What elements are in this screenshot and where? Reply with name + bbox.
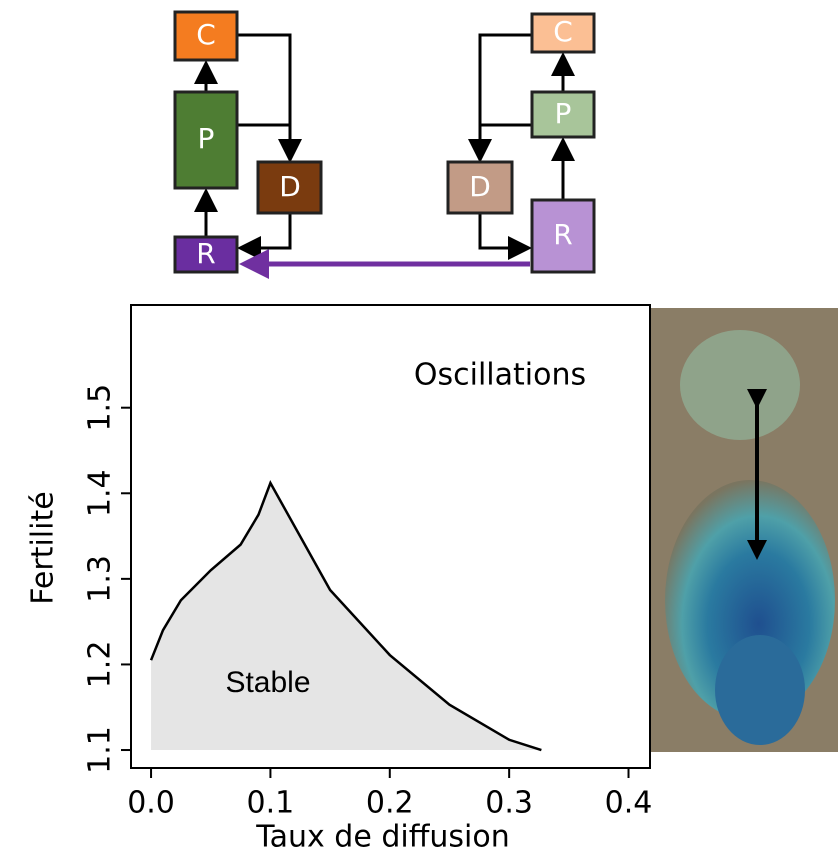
node-box bbox=[173, 10, 239, 62]
x-tick-label: 0.4 bbox=[605, 786, 653, 821]
node-box bbox=[256, 160, 323, 215]
node-label: P bbox=[198, 122, 215, 155]
y-axis-label: Fertilité bbox=[26, 491, 61, 604]
node-box bbox=[446, 160, 514, 215]
diagram-nodes: C P D R C P D R bbox=[173, 10, 596, 274]
y-tick-label: 1.2 bbox=[83, 641, 118, 689]
x-tick-label: 0.2 bbox=[366, 786, 414, 821]
y-tick-label: 1.4 bbox=[83, 469, 118, 517]
diagram-connectors bbox=[194, 33, 575, 279]
node-label: D bbox=[279, 170, 301, 203]
node-box bbox=[173, 90, 239, 190]
satellite-image bbox=[651, 308, 838, 752]
node-box bbox=[530, 90, 596, 139]
node-label: C bbox=[196, 18, 216, 51]
y-tick-label: 1.1 bbox=[83, 726, 118, 774]
x-tick-label: 0.0 bbox=[127, 786, 175, 821]
node-label: R bbox=[196, 237, 215, 270]
node-box bbox=[173, 235, 239, 274]
annotation: Stable bbox=[225, 666, 310, 699]
y-tick-label: 1.3 bbox=[83, 555, 118, 603]
node-label: D bbox=[469, 170, 491, 203]
area-fill bbox=[151, 483, 542, 751]
x-axis-label: Taux de diffusion bbox=[255, 820, 509, 855]
annotation: Oscillations bbox=[414, 358, 586, 393]
node-label: R bbox=[553, 218, 572, 251]
node-box bbox=[530, 12, 596, 54]
boundary-line bbox=[149, 480, 542, 752]
node-box bbox=[530, 198, 596, 274]
x-tick-label: 0.1 bbox=[247, 786, 295, 821]
y-tick-label: 1.5 bbox=[83, 384, 118, 432]
node-label: P bbox=[555, 97, 572, 130]
node-label: C bbox=[553, 15, 573, 48]
x-tick-label: 0.3 bbox=[485, 786, 533, 821]
